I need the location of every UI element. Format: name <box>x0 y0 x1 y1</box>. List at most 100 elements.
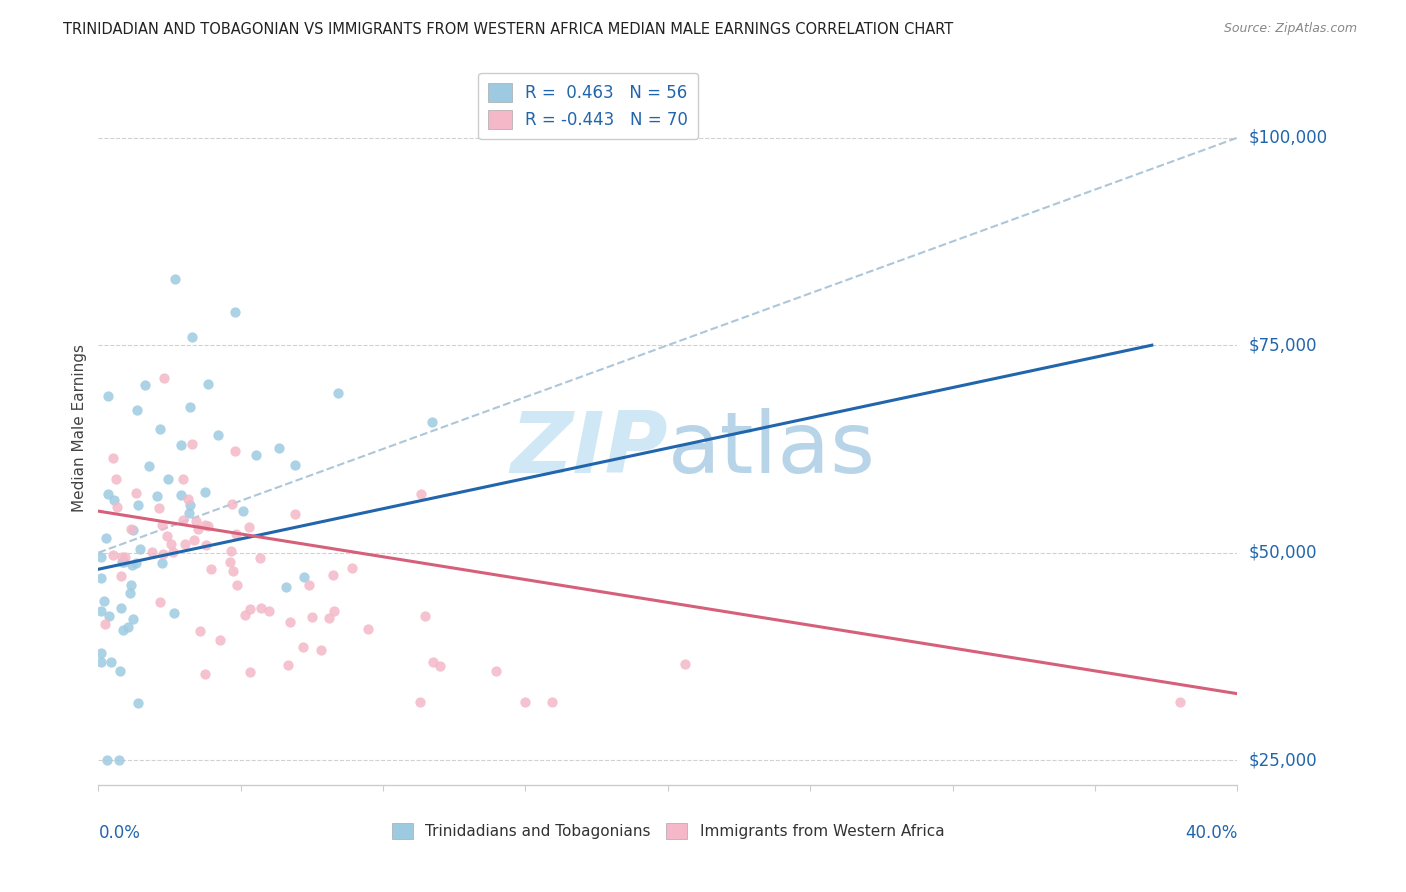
Point <box>238 519 260 533</box>
Point <box>127 696 149 710</box>
Point <box>150 518 173 533</box>
Point <box>269 441 291 455</box>
Point <box>146 489 169 503</box>
Point <box>120 586 142 600</box>
Point <box>93 594 115 608</box>
Point <box>186 514 208 528</box>
Point <box>195 538 218 552</box>
Point <box>222 564 245 578</box>
Point <box>160 537 183 551</box>
Point <box>221 544 243 558</box>
Text: $25,000: $25,000 <box>1249 751 1317 769</box>
Point <box>127 403 149 417</box>
Point <box>323 604 346 618</box>
Point <box>121 558 143 572</box>
Point <box>103 549 125 563</box>
Point <box>485 664 508 678</box>
Point <box>193 484 215 499</box>
Point <box>103 450 125 465</box>
Point <box>163 606 186 620</box>
Point <box>207 428 229 442</box>
Point <box>129 542 152 557</box>
Point <box>98 609 121 624</box>
Point <box>277 658 299 673</box>
Point <box>108 753 131 767</box>
Text: $100,000: $100,000 <box>1249 128 1327 147</box>
Point <box>422 655 444 669</box>
Point <box>149 422 172 436</box>
Point <box>127 498 149 512</box>
Point <box>114 549 136 564</box>
Point <box>111 555 134 569</box>
Point <box>97 389 120 403</box>
Text: ZIP: ZIP <box>510 408 668 491</box>
Point <box>177 507 200 521</box>
Point <box>90 604 112 618</box>
Point <box>90 655 112 669</box>
Point <box>112 624 135 638</box>
Point <box>96 753 118 767</box>
Point <box>90 646 112 660</box>
Point <box>411 487 433 501</box>
Point <box>170 438 193 452</box>
Point <box>540 695 562 709</box>
Point <box>181 330 204 344</box>
Point <box>162 545 184 559</box>
Point <box>112 556 135 570</box>
Point <box>340 561 363 575</box>
Point <box>318 611 340 625</box>
Point <box>513 695 536 709</box>
Point <box>134 377 156 392</box>
Point <box>188 624 211 638</box>
Point <box>125 556 148 570</box>
Point <box>250 601 273 615</box>
Point <box>675 657 697 671</box>
Point <box>194 666 217 681</box>
Point <box>177 491 200 506</box>
Point <box>257 604 280 618</box>
Point <box>110 569 132 583</box>
Point <box>309 642 332 657</box>
Point <box>157 471 180 485</box>
Point <box>104 472 127 486</box>
Point <box>408 695 430 709</box>
Point <box>413 609 436 624</box>
Point <box>420 416 443 430</box>
Point <box>96 486 118 500</box>
Point <box>194 517 217 532</box>
Text: 0.0%: 0.0% <box>98 824 141 842</box>
Point <box>96 531 118 545</box>
Point <box>125 485 148 500</box>
Point <box>153 371 176 385</box>
Point <box>284 458 307 472</box>
Point <box>120 522 142 536</box>
Point <box>165 272 187 286</box>
Text: Source: ZipAtlas.com: Source: ZipAtlas.com <box>1223 22 1357 36</box>
Point <box>90 571 112 585</box>
Text: $75,000: $75,000 <box>1249 336 1317 354</box>
Point <box>356 622 378 636</box>
Point <box>152 548 174 562</box>
Point <box>284 508 307 522</box>
Point <box>239 602 262 616</box>
Point <box>224 305 246 319</box>
Point <box>429 658 451 673</box>
Point <box>239 665 262 680</box>
Point <box>170 488 193 502</box>
Point <box>107 500 129 514</box>
Point <box>138 458 160 473</box>
Point <box>298 578 321 592</box>
Point <box>172 473 194 487</box>
Point <box>276 580 298 594</box>
Point <box>292 640 315 654</box>
Point <box>141 545 163 559</box>
Point <box>174 537 197 551</box>
Point <box>221 497 243 511</box>
Legend: Trinidadians and Tobagonians, Immigrants from Western Africa: Trinidadians and Tobagonians, Immigrants… <box>385 817 950 845</box>
Point <box>292 570 315 584</box>
Point <box>232 504 254 518</box>
Text: 40.0%: 40.0% <box>1185 824 1237 842</box>
Point <box>110 549 132 564</box>
Point <box>110 600 132 615</box>
Point <box>179 400 201 414</box>
